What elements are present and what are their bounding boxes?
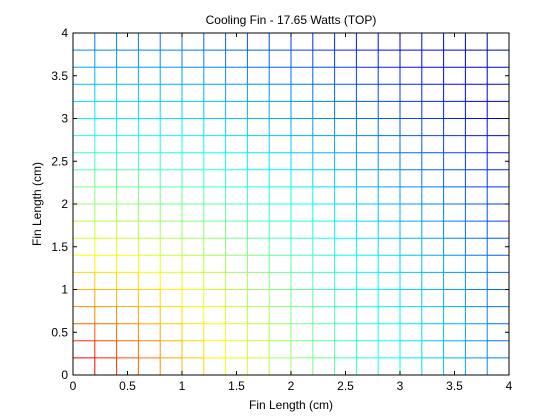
x-tick-label: 0 [70, 379, 77, 393]
x-tick-label: 3.5 [446, 379, 463, 393]
y-tick-label: 2.5 [51, 154, 68, 168]
y-tick-label: 0.5 [51, 325, 68, 339]
x-ticks: 0 0.5 1 1.5 2 2.5 3 3.5 4 [70, 33, 513, 393]
x-tick-label: 3 [397, 379, 404, 393]
x-axis-label: Fin Length (cm) [249, 398, 333, 412]
x-tick-label: 1 [179, 379, 186, 393]
x-tick-label: 1.5 [228, 379, 245, 393]
y-tick-label: 1 [61, 283, 68, 297]
y-ticks: 0 0.5 1 1.5 2 2.5 3 3.5 4 [51, 26, 509, 382]
y-tick-label: 1.5 [51, 240, 68, 254]
y-tick-label: 3.5 [51, 69, 68, 83]
y-axis-label: Fin Length (cm) [30, 162, 44, 246]
plot-area [72, 32, 510, 376]
x-tick-label: 4 [506, 379, 513, 393]
y-tick-label: 3 [61, 112, 68, 126]
x-tick-label: 0.5 [119, 379, 136, 393]
x-tick-label: 2 [288, 379, 295, 393]
y-tick-label: 0 [61, 368, 68, 382]
chart-title: Cooling Fin - 17.65 Watts (TOP) [206, 13, 377, 27]
mesh-lines [72, 32, 510, 376]
x-tick-label: 2.5 [337, 379, 354, 393]
y-tick-label: 2 [61, 197, 68, 211]
y-tick-label: 4 [61, 26, 68, 40]
